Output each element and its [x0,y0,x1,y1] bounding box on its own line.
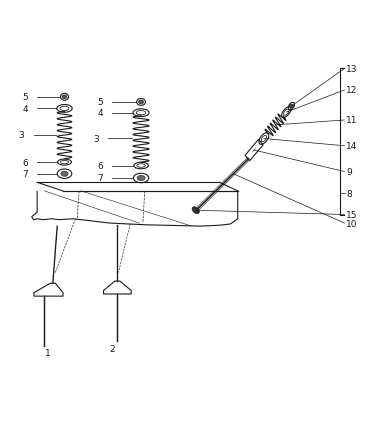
Ellipse shape [137,176,145,181]
Text: 9: 9 [346,168,352,177]
Text: 10: 10 [346,219,358,228]
Text: 8: 8 [346,189,352,198]
Text: 6: 6 [22,158,28,167]
Text: 14: 14 [346,142,358,151]
Text: 3: 3 [19,131,25,140]
Text: 5: 5 [22,93,28,102]
Ellipse shape [290,105,294,108]
Text: 4: 4 [97,109,103,118]
Text: 6: 6 [97,162,103,171]
Text: 5: 5 [97,98,103,107]
Text: 2: 2 [109,344,115,353]
Text: 7: 7 [22,170,28,179]
Ellipse shape [62,95,67,99]
Text: 12: 12 [346,86,358,95]
Text: 7: 7 [97,174,103,183]
Text: 11: 11 [346,116,358,125]
Ellipse shape [61,172,68,177]
Text: 3: 3 [93,135,99,144]
Ellipse shape [192,207,199,214]
Text: 13: 13 [346,65,358,74]
Text: 1: 1 [45,349,51,357]
Text: 15: 15 [346,211,358,219]
Ellipse shape [138,101,143,104]
Text: 4: 4 [22,104,28,114]
